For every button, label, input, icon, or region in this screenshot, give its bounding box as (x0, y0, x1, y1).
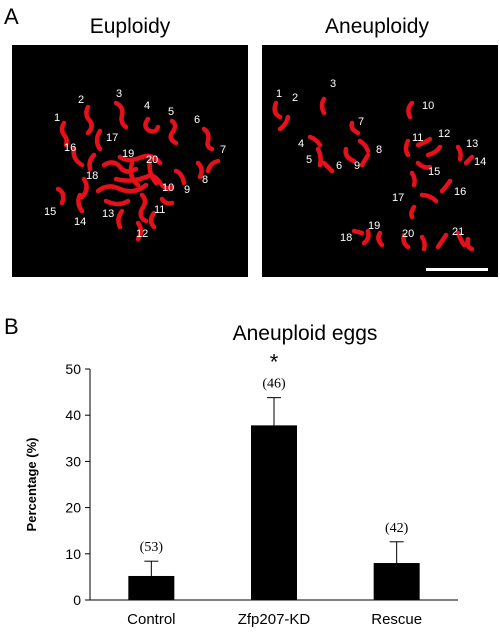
y-tick-label-0: 0 (73, 592, 81, 608)
aneuploidy-label-4: 4 (298, 138, 304, 150)
aneuploidy-label-8: 8 (376, 144, 382, 156)
euploidy-label-20: 20 (146, 154, 158, 166)
y-tick-label-30: 30 (65, 453, 81, 469)
euploidy-label-8: 8 (202, 174, 208, 186)
aneuploidy-title: Aneuploidy (325, 15, 429, 38)
aneuploidy-label-15: 15 (428, 166, 440, 178)
y-tick-label-10: 10 (65, 546, 81, 562)
y-tick-label-40: 40 (65, 407, 81, 423)
euploidy-label-6: 6 (194, 114, 200, 126)
aneuploidy-label-19: 19 (368, 220, 380, 232)
y-axis-label: Percentage (%) (24, 438, 39, 532)
aneuploidy-label-2: 2 (292, 92, 298, 104)
euploidy-label-16: 16 (64, 142, 76, 154)
significance-star-Zfp207-KD: * (270, 350, 279, 375)
aneuploidy-label-3: 3 (330, 78, 336, 90)
aneuploidy-micrograph: 1 2 3 4 5 6 7 8 9 10 11 12 13 14 15 16 1… (262, 45, 498, 277)
n-label-Zfp207-KD: (46) (262, 377, 286, 392)
bar-Zfp207-KD (251, 425, 297, 600)
euploidy-label-19: 19 (122, 148, 134, 160)
aneuploidy-label-7: 7 (358, 116, 364, 128)
aneuploidy-label-1: 1 (276, 88, 282, 100)
euploidy-label-12: 12 (136, 228, 148, 240)
y-tick-label-20: 20 (65, 500, 81, 516)
chart-title: Aneuploid eggs (232, 322, 378, 345)
x-tick-label-Zfp207-KD: Zfp207-KD (238, 611, 311, 628)
panel-b-letter: B (4, 314, 19, 339)
aneuploidy-label-6: 6 (336, 160, 342, 172)
aneuploidy-label-13: 13 (466, 138, 478, 150)
aneuploidy-label-16: 16 (454, 186, 466, 198)
euploidy-label-15: 15 (44, 206, 56, 218)
euploidy-label-1: 1 (54, 112, 60, 124)
n-label-Rescue: (42) (385, 521, 409, 536)
aneuploidy-label-10: 10 (422, 100, 434, 112)
x-tick-label-Control: Control (127, 611, 175, 628)
bar-Control (128, 575, 175, 600)
euploidy-label-4: 4 (144, 100, 150, 112)
aneuploidy-label-21: 21 (452, 226, 464, 238)
aneuploidy-label-17: 17 (392, 192, 404, 204)
aneuploidy-label-5: 5 (306, 154, 312, 166)
euploidy-label-18: 18 (86, 170, 98, 182)
euploidy-label-14: 14 (74, 216, 86, 228)
aneuploidy-label-14: 14 (474, 156, 486, 168)
euploidy-micrograph: 1 2 3 4 5 6 7 8 9 10 11 12 13 14 15 16 1… (12, 45, 248, 277)
euploidy-label-2: 2 (78, 94, 84, 106)
aneuploidy-label-11: 11 (412, 132, 423, 144)
aneuploidy-label-9: 9 (354, 160, 360, 172)
x-tick-label-Rescue: Rescue (371, 611, 422, 628)
aneuploidy-label-12: 12 (438, 128, 450, 140)
euploidy-label-7: 7 (220, 144, 226, 156)
panel-a-letter: A (4, 4, 19, 29)
bar-Rescue (373, 563, 420, 600)
aneuploidy-label-20: 20 (402, 228, 414, 240)
y-tick-label-50: 50 (65, 361, 81, 377)
euploidy-title: Euploidy (89, 15, 171, 38)
euploidy-label-5: 5 (168, 106, 174, 118)
n-label-Control: (53) (140, 540, 164, 555)
euploidy-label-3: 3 (116, 88, 122, 100)
scale-bar (426, 268, 488, 271)
euploidy-label-13: 13 (102, 208, 114, 220)
euploidy-label-9: 9 (184, 184, 190, 196)
euploidy-label-17: 17 (106, 132, 118, 144)
aneuploidy-label-18: 18 (340, 232, 352, 244)
euploidy-label-10: 10 (162, 182, 174, 194)
euploidy-label-11: 11 (154, 204, 165, 216)
